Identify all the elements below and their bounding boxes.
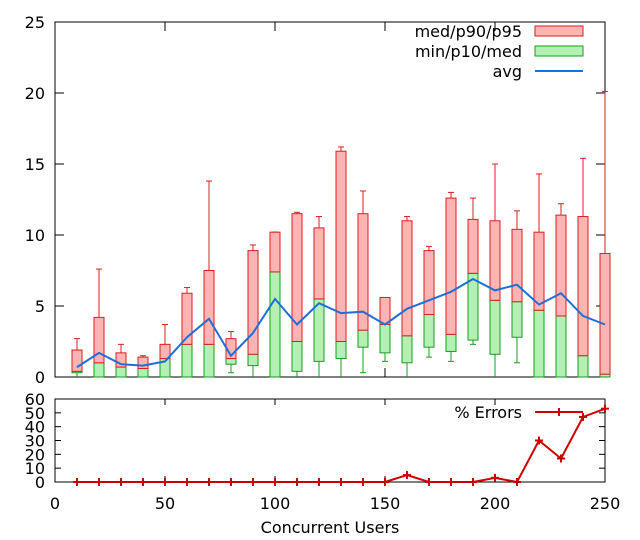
legend-label: % Errors [454,403,522,422]
upper-box [379,296,391,325]
upper-box [357,213,369,331]
upper-box [159,343,171,360]
x-tick-label: 0 [50,494,60,513]
x-tick-label: 50 [155,494,175,513]
upper-box [247,250,259,355]
upper-box [423,250,435,316]
avg-line [76,277,606,368]
x-tick-label: 200 [480,494,511,513]
upper-box [203,270,215,345]
legend-label: min/p10/med [415,42,522,61]
top-y-tick-label: 20 [25,84,45,103]
lower-box [401,335,413,364]
bottom-y-tick-label: 0 [35,473,45,492]
lower-box [115,366,127,378]
upper-box [93,316,105,364]
upper-box [489,220,501,301]
bottom-y-tick-label: 20 [25,445,45,464]
lower-box [291,341,303,372]
lower-box [423,314,435,348]
upper-box [555,214,567,317]
lower-box [181,343,193,378]
bottom-legend: % Errors [454,403,583,422]
upper-box [401,220,413,337]
bottom-y-tick-label: 40 [25,418,45,437]
lower-box [269,271,281,378]
lower-box [555,315,567,378]
upper-box [115,352,127,368]
x-tick-label: 250 [590,494,621,513]
upper-box [599,252,611,375]
upper-box [445,197,457,335]
upper-box [335,150,347,342]
upper-box [71,349,83,372]
lower-box [335,341,347,360]
bottom-y-tick-label: 10 [25,459,45,478]
bottom-y-tick-label: 50 [25,404,45,423]
top-y-tick-label: 15 [25,155,45,174]
lower-box [225,358,237,365]
upper-box [577,216,589,357]
lower-box [379,323,391,354]
top-plot-marks [71,91,611,378]
lower-box [247,353,259,367]
legend-label: med/p90/p95 [415,22,522,41]
lower-box [577,355,589,378]
upper-box [291,213,303,342]
bottom-y-tick-label: 60 [25,390,45,409]
top-y-tick-label: 0 [35,368,45,387]
lower-box [203,343,215,378]
top-y-tick-label: 5 [35,297,45,316]
upper-box [533,231,545,311]
lower-box [489,299,501,355]
lower-box [93,362,105,378]
upper-box [313,227,325,300]
x-axis-title: Concurrent Users [261,518,400,537]
legend-swatch [534,25,584,37]
lower-box [313,298,325,362]
bottom-y-tick-label: 30 [25,432,45,451]
x-tick-label: 100 [260,494,291,513]
x-tick-label: 150 [370,494,401,513]
legend-swatch [534,45,584,57]
upper-box [181,292,193,345]
upper-box [511,228,523,303]
top-y-tick-label: 10 [25,226,45,245]
lower-box [533,309,545,378]
lower-box [357,329,369,348]
lower-box [467,272,479,341]
upper-box [269,231,281,273]
lower-box [445,333,457,352]
legend-label: avg [493,62,522,81]
top-y-tick-label: 25 [25,13,45,32]
bottom-plot-marks [73,404,609,486]
errors-line [77,407,606,484]
upper-box [137,356,149,369]
lower-box [137,367,149,378]
lower-box [511,301,523,338]
upper-box [467,218,479,274]
